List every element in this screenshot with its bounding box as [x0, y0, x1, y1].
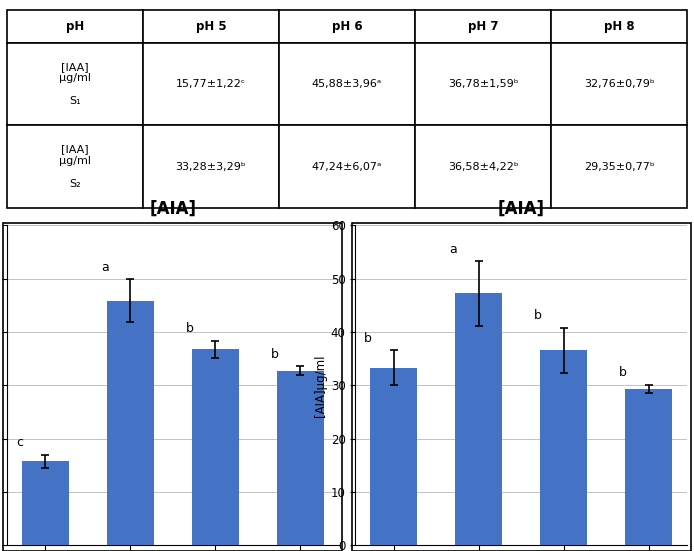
- Bar: [455, 293, 502, 545]
- Text: a: a: [449, 242, 457, 256]
- Text: c: c: [17, 436, 24, 450]
- Text: a: a: [101, 261, 109, 274]
- Bar: [541, 350, 587, 545]
- Text: b: b: [619, 366, 627, 380]
- Bar: [22, 461, 69, 545]
- Bar: [277, 371, 323, 545]
- Text: b: b: [534, 310, 542, 322]
- Bar: [371, 368, 417, 545]
- Bar: [625, 389, 672, 545]
- Bar: [107, 301, 153, 545]
- Title: [AIA]: [AIA]: [149, 200, 196, 218]
- Title: [AIA]: [AIA]: [498, 200, 545, 218]
- Text: b: b: [271, 348, 279, 361]
- Y-axis label: [AIA]µg/ml: [AIA]µg/ml: [314, 354, 327, 417]
- Text: b: b: [186, 322, 194, 336]
- Bar: [192, 349, 239, 545]
- Text: b: b: [364, 332, 372, 345]
